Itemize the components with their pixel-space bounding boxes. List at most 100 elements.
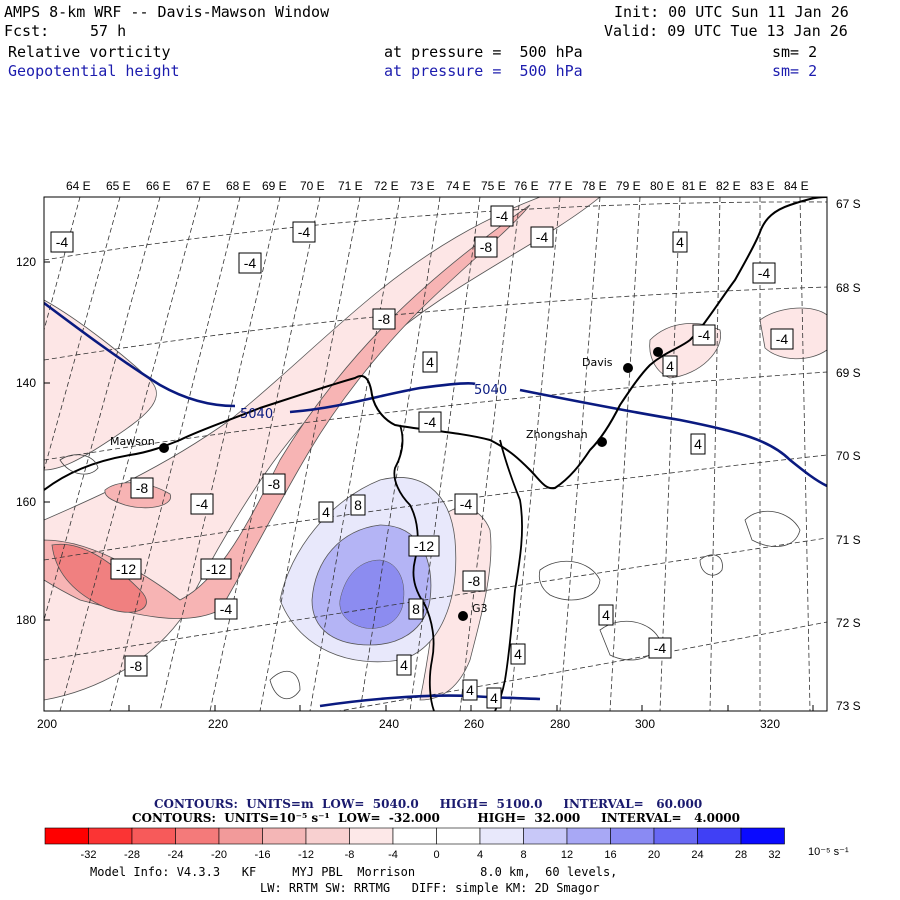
x-grid-label: 260 (464, 717, 484, 731)
meridian-lines (44, 197, 811, 711)
x-grid-label: 200 (37, 717, 57, 731)
vort-label-text: 4 (676, 234, 684, 250)
lon-label: 80 E (650, 179, 675, 193)
vort-label-text: 4 (490, 690, 498, 706)
vort-label-box (462, 679, 478, 701)
y-grid-label: 120 (16, 255, 36, 269)
lat-label: 70 S (836, 449, 861, 463)
vort-label-box (110, 558, 142, 580)
colorbar-swatch (436, 827, 481, 845)
field1-level: at pressure = 500 hPa (384, 43, 583, 61)
vort-label-text: -8 (136, 480, 149, 496)
colorbar-label: 4 (477, 849, 483, 861)
x-axis-ticks (43, 705, 814, 711)
vort-label-box (690, 433, 706, 455)
vort-label-text: 4 (322, 504, 330, 520)
neg-vort-band-mid (44, 204, 531, 619)
lat-label: 69 S (836, 366, 861, 380)
vort-label-text: 4 (694, 436, 702, 452)
field2-smooth: sm= 2 (772, 62, 818, 80)
lon-label: 78 E (582, 179, 607, 193)
contours-vort-info: CONTOURS: UNITS=10⁻⁵ s⁻¹ LOW= -32.000 HI… (132, 811, 740, 825)
height-contour-5040-a (44, 301, 236, 408)
vort-label-box (396, 654, 412, 676)
colorbar-swatch (566, 827, 611, 845)
vort-label-text: -8 (378, 311, 391, 327)
colorbar-label: 0 (433, 849, 439, 861)
thin-vort-contours (59, 454, 801, 700)
colorbar-swatch (349, 827, 394, 845)
vort-label-box (318, 501, 334, 523)
model-info-2: LW: RRTM SW: RRTMG DIFF: simple KM: 2D S… (260, 881, 600, 895)
vort-label-text: -4 (196, 496, 209, 512)
x-grid-label: 280 (550, 717, 570, 731)
vort-label-text: -4 (298, 224, 311, 240)
map-frame (43, 196, 828, 712)
colorbar-label: 20 (648, 849, 660, 861)
vort-label-text: 4 (602, 607, 610, 623)
field2-name: Geopotential height (8, 62, 180, 80)
vort-label-text: -4 (698, 327, 711, 343)
lon-label: 66 E (146, 179, 171, 193)
colorbar-swatch (131, 827, 176, 845)
lon-label: 82 E (716, 179, 741, 193)
lat-label: 71 S (836, 533, 861, 547)
colorbar-label: 28 (735, 849, 747, 861)
lon-label: 73 E (410, 179, 435, 193)
coastline-inland (393, 424, 435, 711)
vort-label-box (598, 604, 614, 626)
vort-label-text: -4 (220, 601, 233, 617)
y-grid-labels: 120 140 160 180 (16, 255, 36, 627)
x-grid-labels: 200 220 240 260 280 300 320 (37, 717, 780, 731)
x-grid-label: 300 (635, 717, 655, 731)
vort-label-box (490, 205, 514, 227)
vort-label-box (648, 637, 672, 659)
vort-label-box (292, 221, 316, 243)
colorbar-swatch (262, 827, 307, 845)
station-markers (159, 347, 663, 621)
vort-label-box (214, 598, 238, 620)
colorbar-swatch (523, 827, 568, 845)
vort-label-box (454, 493, 478, 515)
x-grid-label: 240 (379, 717, 399, 731)
vort-label-text: -8 (468, 573, 481, 589)
vort-label-text: 4 (666, 358, 674, 374)
lon-label: 84 E (784, 179, 809, 193)
y-axis-ticks (44, 261, 50, 621)
vort-label-text: -4 (460, 496, 473, 512)
colorbar-label: -32 (81, 849, 97, 861)
forecast-label: Fcst: (4, 22, 50, 40)
colorbar-label: -4 (388, 849, 398, 861)
field1-smooth: sm= 2 (772, 43, 818, 61)
vort-label-box (200, 558, 232, 580)
vort-label-box (474, 236, 498, 258)
station-dot-davis (623, 363, 633, 373)
colorbar-label: 8 (520, 849, 526, 861)
x-grid-label: 220 (208, 717, 228, 731)
vort-label-box (238, 252, 262, 274)
vort-label-box (462, 570, 486, 592)
lon-label: 69 E (262, 179, 287, 193)
colorbar-label: -28 (124, 849, 140, 861)
top-lon-labels: 64 E 65 E 66 E 67 E 68 E 69 E 70 E 71 E … (66, 179, 809, 193)
y-grid-label: 160 (16, 495, 36, 509)
station-label-zhongshan: Zhongshan (526, 428, 588, 441)
field1-name: Relative vorticity (8, 43, 171, 61)
vort-label-text: 4 (426, 354, 434, 370)
height-contour-south (319, 694, 541, 708)
vort-label-box (418, 411, 442, 433)
vort-label-box (190, 493, 214, 515)
colorbar-swatch (610, 827, 655, 845)
colorbar-swatch (305, 827, 350, 845)
vort-label-text: 4 (400, 657, 408, 673)
vort-label-text: 4 (466, 682, 474, 698)
vort-label-box (408, 535, 440, 557)
vort-label-text: 8 (412, 601, 420, 617)
vort-label-text: -4 (536, 229, 549, 245)
init-time: Init: 00 UTC Sun 11 Jan 26 (614, 3, 849, 21)
vort-label-text: 8 (354, 497, 362, 513)
station-label-davis: Davis (582, 356, 613, 369)
station-dot-mawson (159, 443, 169, 453)
vort-label-text: -8 (130, 658, 143, 674)
